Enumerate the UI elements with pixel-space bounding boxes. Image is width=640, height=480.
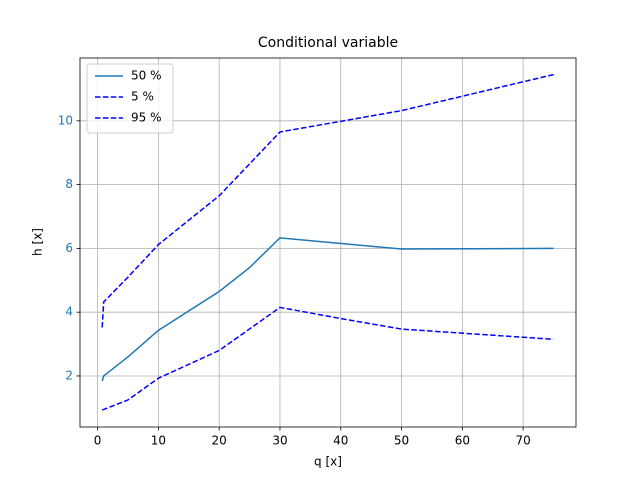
y-tick-label: 4 — [65, 305, 73, 319]
x-tick-label: 20 — [212, 434, 227, 448]
x-tick-label: 40 — [333, 434, 348, 448]
y-axis-label: h [x] — [31, 228, 45, 256]
x-tick-label: 50 — [394, 434, 409, 448]
legend-label: 50 % — [131, 69, 162, 83]
data-line — [101, 73, 554, 328]
y-tick-label: 2 — [65, 368, 73, 382]
data-line — [101, 237, 554, 382]
x-tick-label: 60 — [455, 434, 470, 448]
data-line — [101, 306, 554, 411]
y-tick-label: 6 — [65, 241, 73, 255]
axes-frame — [79, 57, 577, 428]
x-tick-label: 10 — [151, 434, 166, 448]
legend-box — [86, 63, 174, 134]
legend: 50 % 5 % 95 % — [86, 63, 174, 134]
x-tick-label: 70 — [515, 434, 530, 448]
y-tick-label: 8 — [65, 177, 73, 191]
x-tick-label: 0 — [94, 434, 102, 448]
chart-title: Conditional variable — [258, 35, 398, 51]
legend-label: 5 % — [131, 90, 154, 104]
legend-label: 95 % — [131, 111, 162, 125]
x-axis-label: q [x] — [314, 455, 342, 469]
x-tick-label: 30 — [272, 434, 287, 448]
y-tick-label: 10 — [58, 113, 73, 127]
